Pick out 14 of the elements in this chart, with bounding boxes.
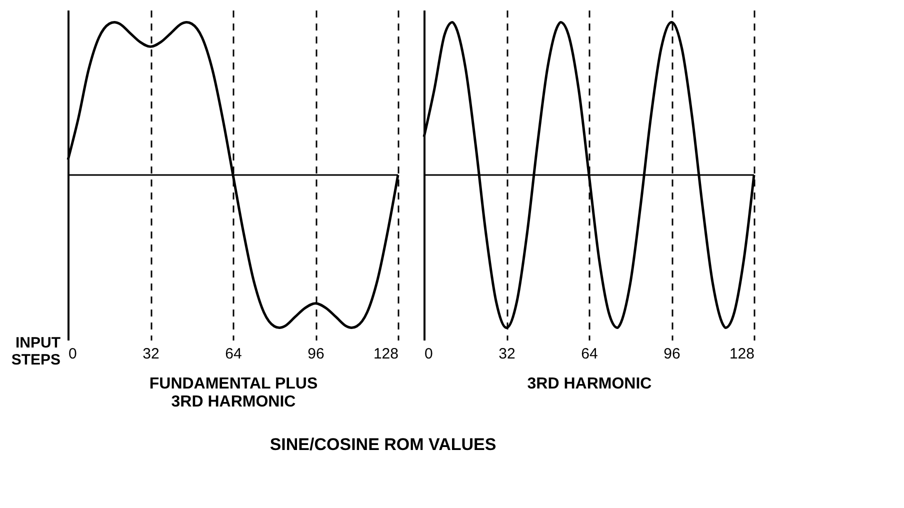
y-axis-title: INPUT STEPS: [11, 334, 60, 368]
x-tick-label: 64: [581, 346, 598, 362]
x-tick-label: 32: [142, 346, 160, 362]
x-tick-label: 96: [308, 346, 324, 362]
x-axis-title: 3RD HARMONIC: [527, 376, 652, 392]
x-tick-label: 0: [424, 346, 433, 362]
x-tick-label: 128: [373, 346, 398, 362]
x-tick-label: 96: [664, 346, 680, 362]
x-axis-title: FUNDAMENTAL PLUS 3RD HARMONIC: [149, 376, 318, 410]
text: SINE/COSINE ROM VALUES: [270, 435, 496, 454]
x-tick-label: 32: [498, 346, 516, 362]
x-tick-label: 128: [729, 346, 754, 362]
x-tick-label: 64: [225, 346, 242, 362]
x-tick-label: 0: [68, 346, 77, 362]
